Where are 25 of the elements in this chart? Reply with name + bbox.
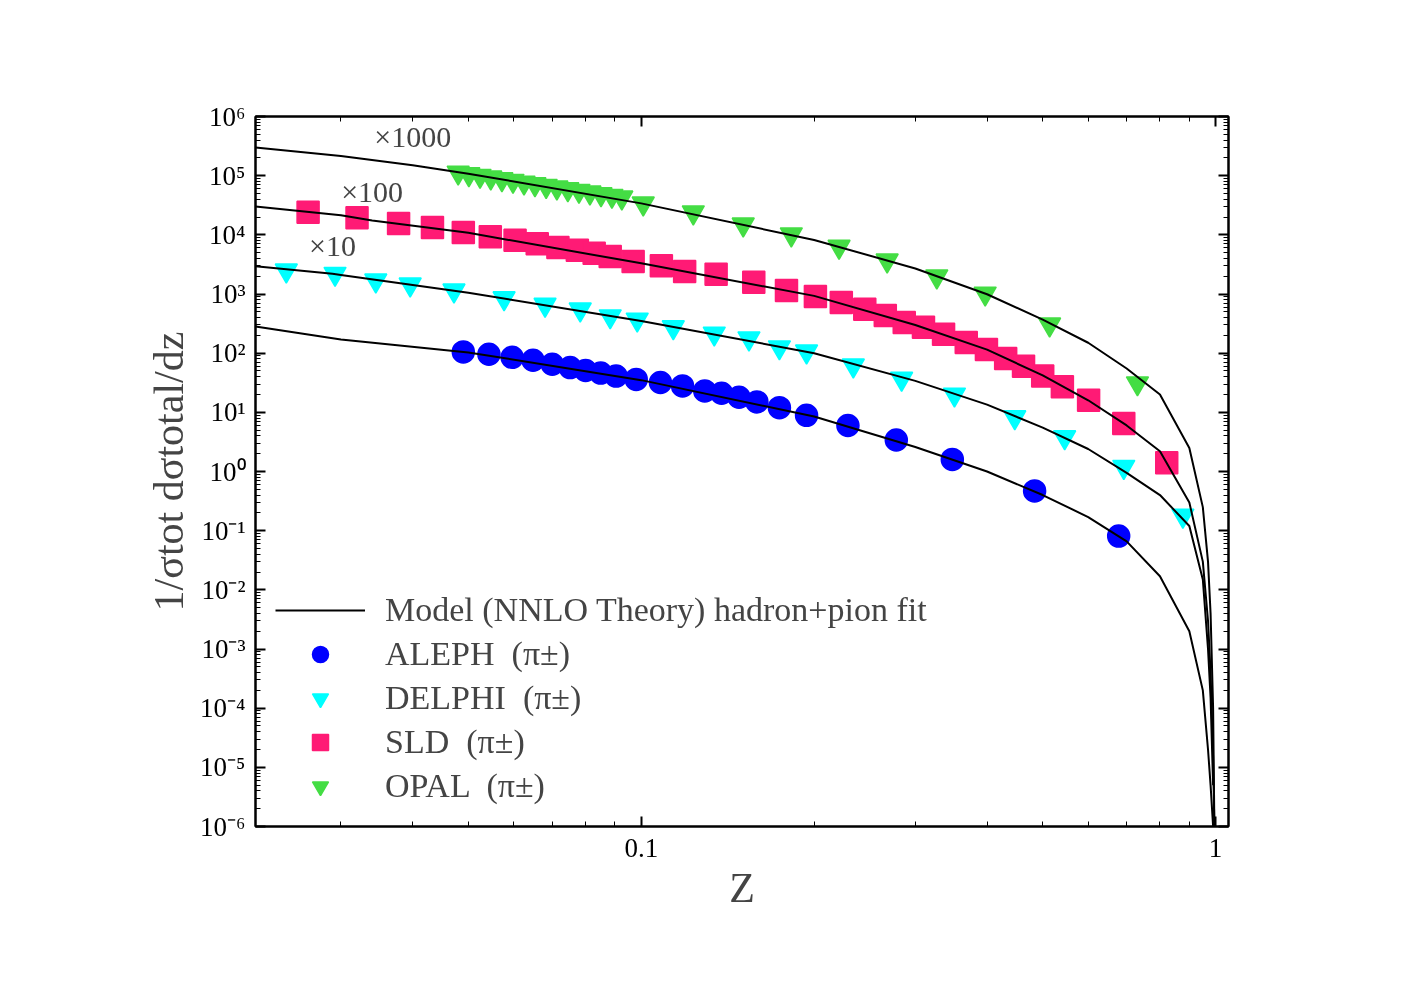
annotation: ×100 xyxy=(341,175,404,209)
y-tick-label: 10⁻³ xyxy=(201,634,246,664)
y-tick-label: 10⁻² xyxy=(201,574,246,605)
y-tick-label: 10⁵ xyxy=(209,160,246,191)
x-tick-label: 1 xyxy=(1208,832,1223,863)
annotation: ×10 xyxy=(309,228,356,262)
annotation: ×1000 xyxy=(374,120,452,154)
y-tick-label: 10¹ xyxy=(210,397,246,428)
y-tick-label: 10⁶ xyxy=(209,101,246,132)
legend-label: DELPHI (π±) xyxy=(385,679,582,717)
x-tick-label: 0.1 xyxy=(624,832,659,863)
legend-label: SLD (π±) xyxy=(385,723,525,761)
y-tick-label: 10⁴ xyxy=(209,219,246,250)
x-axis-title: Z xyxy=(729,864,755,911)
y-tick-label: 10³ xyxy=(210,279,246,309)
y-tick-label: 10⁻¹ xyxy=(201,515,246,546)
y-tick-label: 10⁻⁶ xyxy=(200,811,246,842)
y-tick-label: 10⁻⁴ xyxy=(200,693,246,724)
y-axis-title: 1/σtot dσtotal/dz xyxy=(146,331,193,612)
legend-label: Model (NNLO Theory) hadron+pion fit xyxy=(385,591,927,629)
y-tick-label: 10⁻⁵ xyxy=(200,752,246,783)
y-tick-label: 10² xyxy=(210,338,246,369)
y-tick-label: 10⁰ xyxy=(209,456,246,487)
legend-label: OPAL (π±) xyxy=(385,767,545,805)
legend-label: ALEPH (π±) xyxy=(385,635,571,673)
